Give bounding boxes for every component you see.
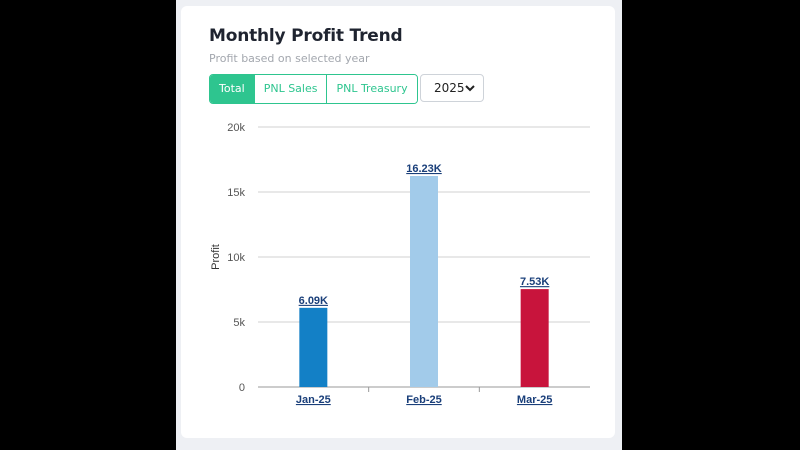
profit-bar-chart: 0 5k 10k 15k 20k Profit 6.09K Jan-25 16.23K Feb-2… [210, 122, 590, 406]
x-tick-label: Mar-25 [517, 394, 552, 406]
metric-tab-group: Total PNL Sales PNL Treasury [209, 74, 418, 104]
tab-total[interactable]: Total [210, 75, 255, 103]
data-label: 7.53K [520, 276, 549, 288]
year-select[interactable]: 2025 [420, 74, 484, 102]
y-tick-label: 20k [227, 122, 245, 134]
data-label: 16.23K [406, 163, 442, 175]
year-select-value: 2025 [434, 81, 465, 95]
y-tick-label: 0 [239, 382, 245, 394]
y-tick-label: 5k [233, 317, 245, 329]
dashboard-frame: Monthly Profit Trend Profit based on sel… [176, 0, 622, 450]
card-subtitle: Profit based on selected year [209, 52, 370, 65]
y-tick-label: 15k [227, 187, 245, 199]
card-title: Monthly Profit Trend [209, 26, 403, 46]
chevron-down-icon [465, 85, 475, 92]
tab-pnl-treasury[interactable]: PNL Treasury [327, 75, 417, 103]
tab-pnl-sales[interactable]: PNL Sales [254, 75, 328, 103]
x-tick-label: Jan-25 [296, 394, 331, 406]
bar-feb-25 [410, 176, 438, 387]
bar-jan-25 [299, 307, 328, 387]
data-label: 6.09K [299, 295, 328, 307]
bar-mar-25 [520, 289, 549, 387]
y-axis-label: Profit [210, 244, 222, 270]
y-tick-label: 10k [227, 252, 245, 264]
profit-trend-card: Monthly Profit Trend Profit based on sel… [181, 6, 615, 438]
x-tick-label: Feb-25 [406, 394, 441, 406]
